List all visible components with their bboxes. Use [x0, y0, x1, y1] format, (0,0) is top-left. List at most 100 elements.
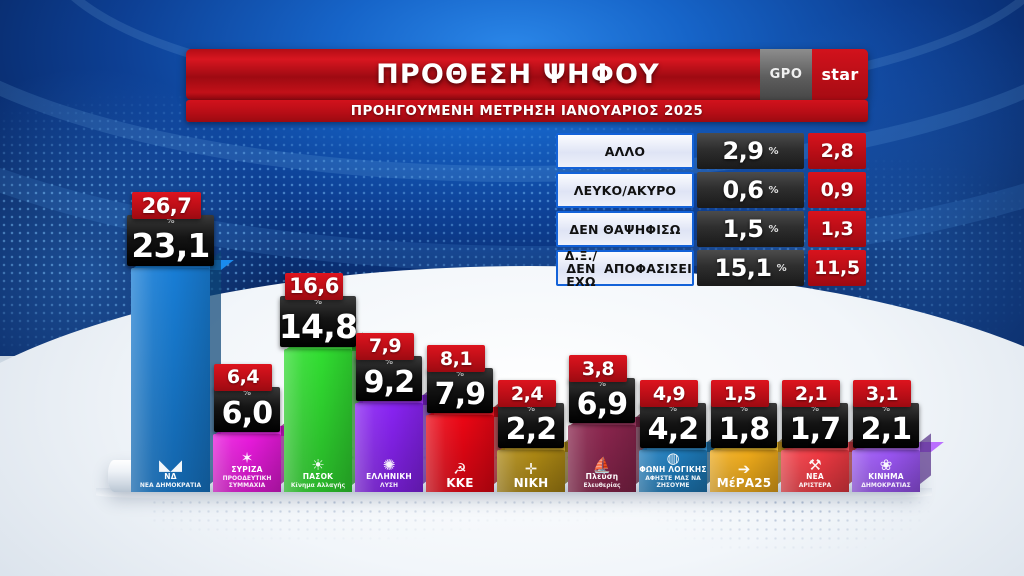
bar-current-value-label: % 2,2	[498, 403, 564, 448]
bar-gloss	[710, 450, 778, 492]
table-row-previous-value: 1,3	[808, 211, 866, 247]
bar-column-1[interactable]: ◣◢ ΝΔ ΝΕΑ ΔΗΜΟΚΡΑΤΙΑ% 23,1 26,7	[127, 138, 234, 492]
bar-current-value: 1,8	[718, 412, 771, 447]
table-row: ΛΕΥΚΟ/ΑΚΥΡΟ 0,6% 0,9	[556, 172, 866, 208]
bar-front-face	[355, 402, 423, 492]
bar-current-value: 6,9	[576, 387, 629, 423]
bar-gloss	[426, 415, 494, 492]
table-row-value-number: 1,5	[722, 215, 764, 243]
page-title: ΠΡΟΘΕΣΗ ΨΗΦΟΥ	[376, 59, 660, 90]
table-row-value-number: 15,1	[714, 254, 772, 282]
bar-gloss	[568, 425, 636, 492]
bar-body[interactable]: ☭ ΚΚΕ	[426, 398, 518, 492]
bar-front-face	[284, 348, 352, 492]
gpo-logo-panel: GPO	[760, 49, 812, 100]
bar-front-face	[852, 450, 920, 492]
percent-sign: %	[881, 404, 891, 413]
bar-gloss	[355, 402, 423, 492]
bar-gloss	[213, 433, 281, 492]
bar-front-face	[568, 425, 636, 492]
table-row-label: ΛΕΥΚΟ/ΑΚΥΡΟ	[556, 172, 694, 208]
bar-body[interactable]: ➔ ΜέΡΑ25	[710, 433, 802, 492]
bar-side-face	[920, 433, 931, 484]
table-row-label: ΔΕΝ ΘΑ ΨΗΦΙΣΩ	[556, 211, 694, 247]
bar-current-value: 4,2	[647, 412, 700, 447]
bar-previous-value-label: 1,5	[711, 380, 769, 407]
bar-body[interactable]: ⚒ ΝΕΑ ΑΡΙΣΤΕΡΑ	[781, 433, 873, 492]
percent-sign: %	[313, 296, 323, 306]
bar-previous-value-label: 2,1	[782, 380, 840, 407]
table-row-previous-value: 2,8	[808, 133, 866, 169]
bar-current-value-label: % 9,2	[356, 355, 422, 401]
star-logo-text: star	[821, 65, 859, 84]
table-row-label: Δ.Ξ./ΔΕΝ ΕΧΩ ΑΠΟΦΑΣΙΣΕΙ	[556, 249, 694, 288]
percent-sign: %	[739, 404, 749, 413]
bar-column-3[interactable]: ☀ ΠΑΣΟΚ Κίνημα Αλλαγής% 14,8 16,6	[279, 219, 376, 492]
bar-column-4[interactable]: ✺ ΕΛΛΗΝΙΚΗ ΛΥΣΗ% 9,2 7,9	[355, 273, 447, 492]
bar-front-face	[213, 433, 281, 492]
bar-body[interactable]: ✺ ΕΛΛΗΝΙΚΗ ΛΥΣΗ	[355, 386, 447, 492]
bar-body[interactable]: ✶ ΣΥΡΙΖΑ ΠΡΟΟΔΕΥΤΙΚΗ ΣΥΜΜΑΧΙΑ	[213, 417, 305, 492]
bar-body[interactable]: ◍ ΦΩΝΗ ΛΟΓΙΚΗΣ ΑΦΗΣΤΕ ΜΑΣ ΝΑ ΖΗΣΟΥΜΕ	[639, 433, 731, 492]
bar-column-2[interactable]: ✶ ΣΥΡΙΖΑ ΠΡΟΟΔΕΥΤΙΚΗ ΣΥΜΜΑΧΙΑ% 6,0 6,4	[213, 304, 305, 492]
bar-current-value-label: % 1,8	[711, 403, 777, 448]
star-logo-panel: star	[812, 49, 868, 100]
percent-sign: %	[597, 379, 607, 389]
bar-column-10[interactable]: ⚒ ΝΕΑ ΑΡΙΣΤΕΡΑ% 1,7 2,1	[781, 320, 873, 492]
percent-sign: %	[768, 184, 779, 196]
bar-previous-value-label: 6,4	[214, 363, 272, 391]
bar-current-value-label: % 2,1	[853, 403, 919, 448]
bar-previous-value-label: 7,9	[356, 332, 414, 360]
percent-sign: %	[768, 145, 779, 157]
table-row-label: ΑΛΛΟ	[556, 133, 694, 169]
bar-gloss	[639, 450, 707, 492]
bar-current-value-label: % 7,9	[427, 368, 493, 414]
bar-front-face	[497, 450, 565, 492]
bar-current-value-label: % 23,1	[127, 215, 214, 266]
percent-sign: %	[526, 404, 536, 413]
percent-sign: %	[242, 387, 252, 397]
bar-previous-value-label: 3,1	[853, 380, 911, 407]
percent-sign: %	[768, 223, 779, 235]
bar-front-face	[426, 415, 494, 492]
percent-sign: %	[455, 369, 465, 379]
bar-body[interactable]: ✛ ΝΙΚΗ	[497, 433, 589, 492]
bar-previous-value-label: 8,1	[427, 345, 485, 373]
percent-sign: %	[668, 404, 678, 413]
bar-current-value-label: % 1,7	[782, 403, 848, 448]
bar-current-value-label: % 6,0	[214, 386, 280, 432]
table-row-value: 15,1%	[697, 250, 804, 286]
table-row-value-number: 2,9	[722, 137, 764, 165]
bar-body[interactable]: ⛵ Πλεύση Ελευθερίας	[568, 408, 660, 492]
percent-sign: %	[810, 404, 820, 413]
bar-gloss	[852, 450, 920, 492]
bar-column-5[interactable]: ☭ ΚΚΕ% 7,9 8,1	[426, 285, 518, 492]
bar-column-11[interactable]: ❀ ΚΙΝΗΜΑ ΔΗΜΟΚΡΑΤΙΑΣ% 2,1 3,1	[852, 320, 944, 492]
table-row-previous-value: 0,9	[808, 172, 866, 208]
table-row-value: 1,5%	[697, 211, 804, 247]
bar-previous-value-label: 26,7	[132, 192, 201, 219]
bar-current-value-label: % 4,2	[640, 403, 706, 448]
bar-front-face	[131, 268, 210, 492]
bar-column-9[interactable]: ➔ ΜέΡΑ25% 1,8 1,5	[710, 320, 802, 492]
bar-previous-value-label: 3,8	[569, 355, 627, 383]
table-row-value: 0,6%	[697, 172, 804, 208]
bar-body[interactable]: ◣◢ ΝΔ ΝΕΑ ΔΗΜΟΚΡΑΤΙΑ	[131, 251, 234, 492]
page-subtitle: ΠΡΟΗΓΟΥΜΕΝΗ ΜΕΤΡΗΣΗ ΙΑΝΟΥΑΡΙΟΣ 2025	[350, 103, 704, 119]
bar-front-face	[710, 450, 778, 492]
bar-body[interactable]: ❀ ΚΙΝΗΜΑ ΔΗΜΟΚΡΑΤΙΑΣ	[852, 433, 944, 492]
bar-current-value: 1,7	[789, 412, 842, 447]
bar-current-value: 23,1	[131, 226, 210, 265]
bar-column-8[interactable]: ◍ ΦΩΝΗ ΛΟΓΙΚΗΣ ΑΦΗΣΤΕ ΜΑΣ ΝΑ ΖΗΣΟΥΜΕ% 4,2 4,…	[639, 320, 731, 492]
bar-current-value: 14,8	[278, 306, 358, 346]
bar-column-6[interactable]: ✛ ΝΙΚΗ% 2,2 2,4	[497, 320, 589, 492]
bar-current-value: 6,0	[221, 395, 274, 431]
bar-column-7[interactable]: ⛵ Πλεύση Ελευθερίας% 6,9 3,8	[568, 295, 660, 492]
summary-table: ΑΛΛΟ 2,9% 2,8 ΛΕΥΚΟ/ΑΚΥΡΟ 0,6% 0,9 ΔΕΝ ΘΑ ΨΗΦΙΣ…	[556, 133, 866, 289]
bar-body[interactable]: ☀ ΠΑΣΟΚ Κίνημα Αλλαγής	[284, 331, 376, 492]
percent-sign: %	[384, 356, 394, 366]
bar-current-value: 7,9	[434, 377, 487, 413]
bar-current-value-label: % 6,9	[569, 378, 635, 424]
